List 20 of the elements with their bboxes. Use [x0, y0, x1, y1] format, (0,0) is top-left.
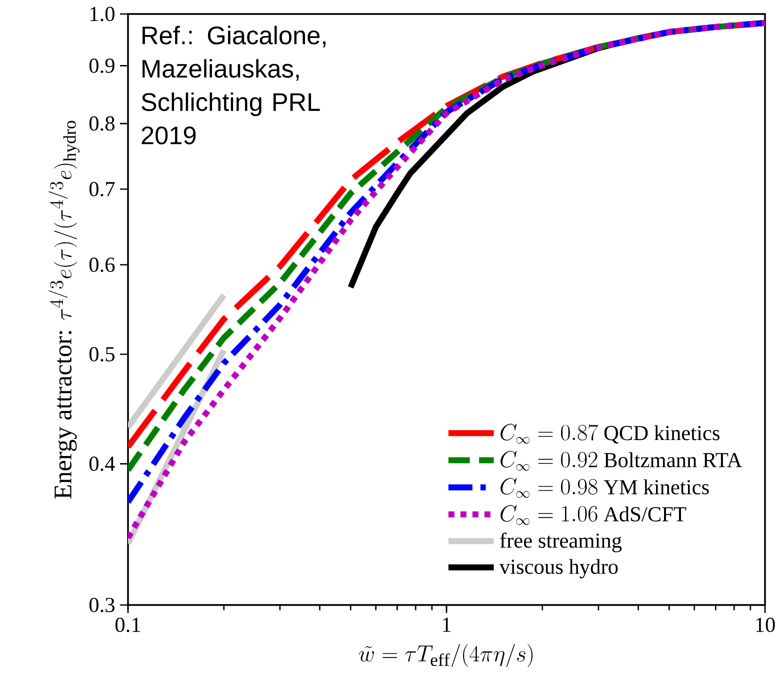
x-tick-label: 0.1	[115, 618, 140, 632]
annotation: Ref.: Giacalone, Mazeliauskas, Schlichting PRL 2019	[142, 26, 326, 144]
y-tick-label: 1.0	[90, 6, 114, 22]
legend-label: $C_\infty = 0.87~\mbox{QCD kinetics}$	[500, 424, 720, 444]
y-tick-label: 0.3	[89, 598, 114, 612]
y-tick-label: 0.7	[89, 182, 115, 196]
legend-label: $C_\infty = 0.92~\mbox{Boltzmann RTA}$	[500, 450, 742, 471]
y-tick-label: 0.9	[89, 58, 114, 73]
x-tick-label: 10	[756, 618, 775, 632]
legend-label: $C_\infty = 0.98~\mbox{YM kinetics}$	[500, 478, 709, 498]
legend-label: $\mbox{viscous hydro}$	[499, 558, 618, 578]
legend-label: $C_\infty = 1.06~\mbox{AdS/CFT}$	[500, 505, 686, 525]
y-tick-label: 0.5	[89, 347, 114, 362]
y-tick-label: 0.6	[89, 258, 115, 272]
y-axis-title: $\mbox{Energy attractor: }\tau^{4/3}e(\tau)/(\tau^{4/3}e)_{\rm hydro}$	[48, 120, 80, 499]
y-tick-label: 0.8	[89, 116, 114, 131]
legend-label: $\mbox{free streaming}$	[500, 532, 622, 552]
x-tick-label: 1	[443, 618, 451, 632]
y-tick-label: 0.4	[89, 456, 115, 472]
x-axis-title: $\tilde{w} = \tau T_{\rm eff}/(4\pi\eta/s)$	[358, 644, 533, 668]
